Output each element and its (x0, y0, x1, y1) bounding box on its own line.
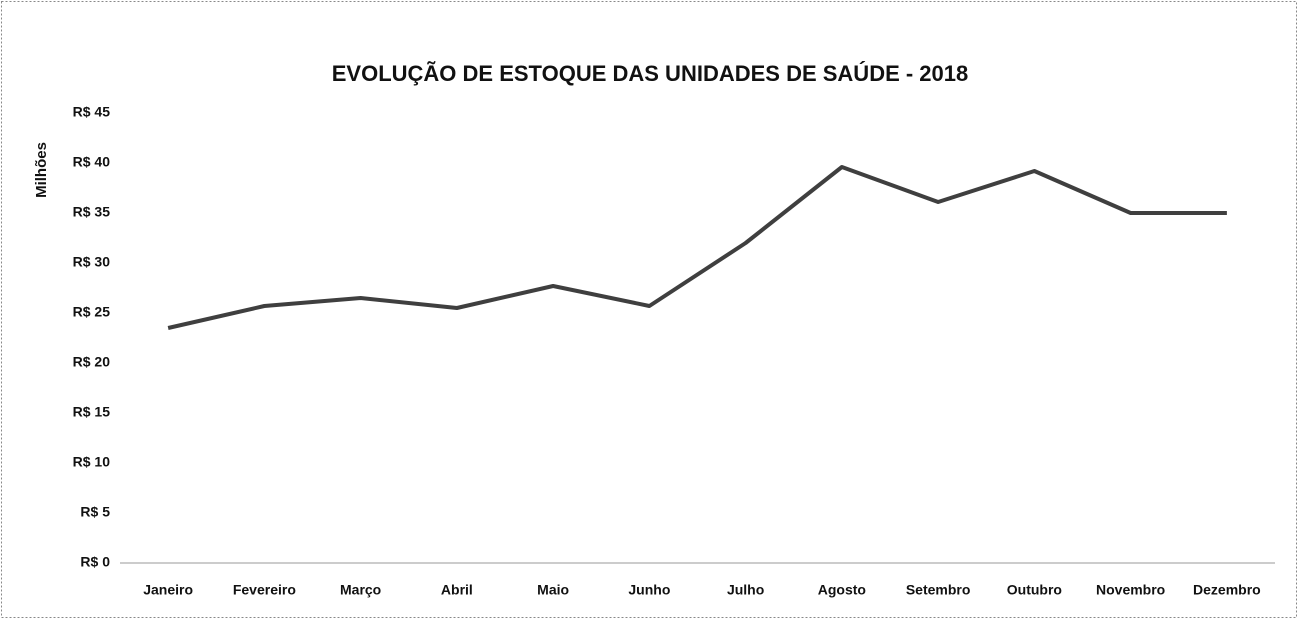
y-tick-label: R$ 40 (73, 154, 111, 170)
x-tick-label: Fevereiro (233, 582, 296, 598)
y-tick-label: R$ 35 (73, 204, 111, 220)
y-tick-label: R$ 5 (80, 504, 110, 520)
x-tick-label: Junho (628, 582, 670, 598)
x-tick-label: Dezembro (1193, 582, 1261, 598)
y-axis-label: Milhões (33, 142, 50, 198)
y-tick-label: R$ 20 (73, 354, 111, 370)
y-tick-label: R$ 30 (73, 254, 111, 270)
x-tick-label: Outubro (1007, 582, 1062, 598)
x-tick-label: Julho (727, 582, 764, 598)
y-tick-label: R$ 15 (73, 404, 111, 420)
y-tick-label: R$ 0 (80, 554, 110, 570)
x-tick-label: Maio (537, 582, 569, 598)
x-tick-label: Agosto (818, 582, 866, 598)
x-tick-label: Janeiro (143, 582, 193, 598)
y-tick-label: R$ 25 (73, 304, 111, 320)
y-tick-label: R$ 45 (73, 104, 111, 120)
x-tick-label: Novembro (1096, 582, 1165, 598)
y-tick-label: R$ 10 (73, 454, 111, 470)
x-tick-label: Setembro (906, 582, 971, 598)
line-series (167, 165, 1227, 330)
x-tick-label: Março (340, 582, 381, 598)
chart-title: EVOLUÇÃO DE ESTOQUE DAS UNIDADES DE SAÚD… (332, 61, 969, 86)
x-tick-label: Abril (441, 582, 473, 598)
